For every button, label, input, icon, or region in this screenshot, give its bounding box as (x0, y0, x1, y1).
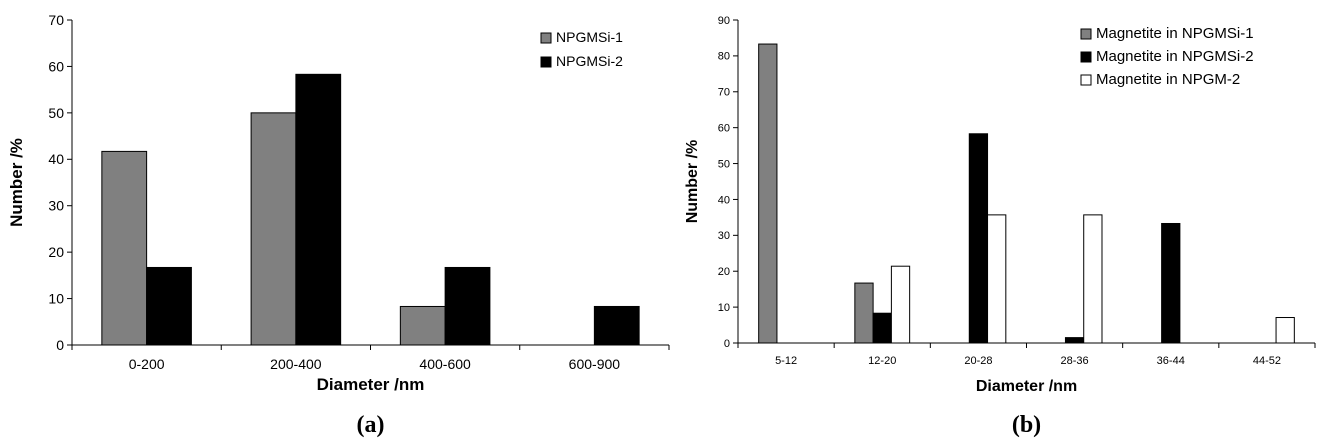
y-tick-label: 10 (718, 302, 730, 314)
bar (1161, 222, 1181, 344)
legend-label: NPGMSi-1 (556, 29, 623, 45)
y-tick-label: 20 (48, 244, 64, 260)
x-tick-label: 0-200 (129, 356, 165, 372)
y-tick-label: 30 (48, 198, 64, 214)
y-axis-title: Number /% (7, 138, 26, 227)
panel-label: (b) (1012, 412, 1041, 438)
bar (146, 266, 192, 346)
bar (593, 305, 640, 346)
panel-label: (a) (357, 412, 385, 438)
bar (1275, 317, 1295, 344)
y-tick-label: 40 (48, 151, 64, 167)
chart-b: 0 10 20 30 40 50 60 70 80 90 5-12 12-20 20-28 28-36 36… (684, 15, 1316, 438)
legend-label: Magnetite in NPGMSi-2 (1096, 48, 1254, 65)
x-axis-title: Diameter /nm (317, 375, 425, 394)
x-tick-label: 44-52 (1253, 355, 1281, 367)
legend-label: Magnetite in NPGMSi-1 (1096, 25, 1254, 42)
y-tick-label: 70 (48, 12, 64, 28)
bar (890, 265, 911, 344)
x-tick-label: 28-36 (1061, 355, 1089, 367)
bar (872, 312, 892, 344)
y-tick-label: 60 (48, 58, 64, 74)
y-tick-label: 50 (718, 158, 730, 170)
chart-a: 0 10 20 30 40 50 60 70 0-200 200-400 400-600 600-90… (7, 12, 670, 438)
legend-swatch (1080, 51, 1092, 63)
legend-swatch (1080, 28, 1092, 40)
bar (968, 133, 989, 344)
y-tick-label: 70 (718, 87, 730, 99)
y-tick-label: 90 (718, 15, 730, 27)
y-tick-label: 50 (48, 105, 64, 121)
legend-swatch (1080, 74, 1092, 86)
bar (758, 43, 778, 344)
bar (295, 73, 342, 346)
y-axis-title: Number /% (684, 140, 701, 224)
y-tick-label: 80 (718, 51, 730, 63)
x-tick-label: 36-44 (1157, 355, 1185, 367)
legend-label: NPGMSi-2 (556, 53, 623, 69)
y-tick-label: 60 (718, 123, 730, 135)
y-tick-label: 20 (718, 266, 730, 278)
x-tick-label: 12-20 (868, 355, 896, 367)
bar (399, 305, 446, 346)
bar (444, 266, 491, 346)
x-tick-label: 5-12 (775, 355, 797, 367)
legend-swatch (540, 32, 552, 44)
y-tick-label: 0 (56, 337, 64, 353)
x-tick-label: 400-600 (419, 356, 471, 372)
x-axis-title: Diameter /nm (976, 378, 1077, 395)
y-tick-label: 0 (724, 338, 730, 350)
bar (987, 214, 1007, 344)
x-tick-label: 600-900 (569, 356, 621, 372)
bar (854, 282, 874, 344)
x-tick-label: 200-400 (270, 356, 322, 372)
bar (1064, 337, 1085, 344)
y-tick-label: 10 (48, 290, 64, 306)
legend-swatch (540, 56, 552, 68)
y-tick-label: 30 (718, 230, 730, 242)
y-tick-label: 40 (718, 194, 730, 206)
legend-label: Magnetite in NPGM-2 (1096, 71, 1240, 88)
bar (250, 112, 297, 346)
bar (1083, 214, 1103, 344)
bar (101, 150, 148, 346)
x-tick-label: 20-28 (964, 355, 992, 367)
